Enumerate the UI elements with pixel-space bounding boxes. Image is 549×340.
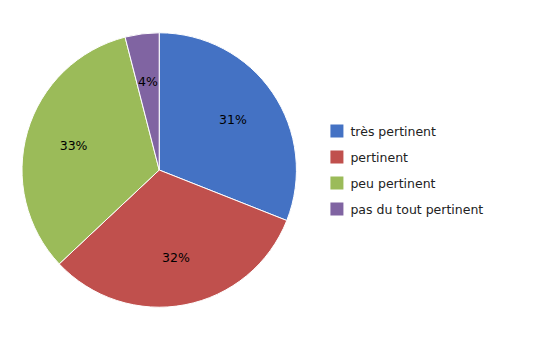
pie [22, 33, 296, 307]
data-label: 4% [138, 74, 158, 89]
legend-swatch [330, 177, 343, 190]
legend-label: très pertinent [350, 124, 436, 139]
data-labels: 31% 32% 33% 4% [60, 74, 247, 265]
legend-swatch [330, 203, 343, 216]
chart: 31% 32% 33% 4% très pertinent pertinent peu pe… [0, 0, 549, 340]
legend-swatch [330, 125, 343, 138]
legend-item: très pertinent [330, 124, 436, 139]
legend-label: pas du tout pertinent [350, 202, 483, 217]
data-label: 33% [60, 138, 88, 153]
data-label: 31% [219, 112, 247, 127]
legend: très pertinent pertinent peu pertinent pas … [330, 124, 483, 217]
pie-slice [125, 33, 159, 170]
legend-label: pertinent [350, 150, 408, 165]
legend-swatch [330, 151, 343, 164]
legend-item: pertinent [330, 150, 408, 165]
legend-item: pas du tout pertinent [330, 202, 483, 217]
data-label: 32% [162, 250, 190, 265]
legend-item: peu pertinent [330, 176, 435, 191]
legend-label: peu pertinent [350, 176, 435, 191]
